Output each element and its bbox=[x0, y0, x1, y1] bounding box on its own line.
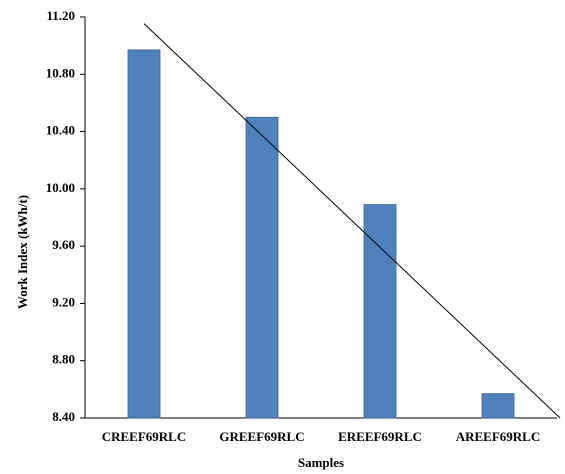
y-tick-label: 8.40 bbox=[52, 409, 75, 424]
y-tick-label: 10.00 bbox=[46, 180, 75, 195]
y-tick-label: 10.40 bbox=[46, 123, 75, 138]
x-tick-label: GREEF69RLC bbox=[219, 429, 304, 444]
x-tick-label: EREEF69RLC bbox=[338, 429, 422, 444]
bar bbox=[127, 49, 161, 419]
x-tick-label: CREEF69RLC bbox=[102, 429, 187, 444]
y-tick-label: 9.60 bbox=[52, 237, 75, 252]
y-axis-title: Work Index (kWh/t) bbox=[15, 195, 30, 309]
trendline bbox=[143, 23, 561, 419]
y-tick-label: 10.80 bbox=[46, 65, 75, 80]
y-tick-label: 9.20 bbox=[52, 294, 75, 309]
bar bbox=[363, 204, 397, 419]
bar bbox=[481, 393, 515, 419]
bar bbox=[245, 116, 279, 419]
y-tick-label: 11.20 bbox=[46, 8, 75, 23]
x-axis-title: Samples bbox=[298, 455, 344, 470]
x-tick-label: AREEF69RLC bbox=[456, 429, 541, 444]
y-tick-label: 8.80 bbox=[52, 352, 75, 367]
